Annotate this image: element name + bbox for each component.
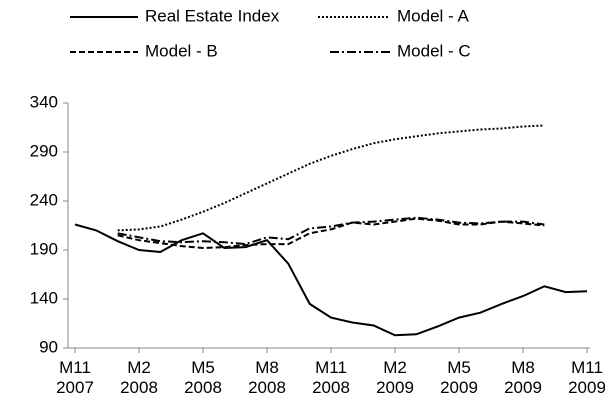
x-tick-label: M11 2009 (568, 358, 605, 397)
x-tick-label: M2 2008 (120, 358, 158, 397)
legend-label: Real Estate Index (145, 6, 280, 25)
x-tick-label: M8 2008 (248, 358, 286, 397)
x-tick-label: M5 2008 (184, 358, 222, 397)
legend-label: Model - B (145, 41, 218, 60)
y-tick-label: 240 (30, 190, 58, 209)
y-tick-label: 140 (30, 288, 58, 307)
series-line (74, 223, 588, 337)
x-tick-label: M8 2009 (504, 358, 542, 397)
y-tick-label: 340 (30, 92, 58, 111)
x-tick-label: M5 2009 (440, 358, 478, 397)
y-tick-label: 190 (30, 239, 58, 258)
series-line (117, 216, 545, 246)
y-tick-label: 290 (30, 141, 58, 160)
series-line (117, 124, 545, 232)
series-line (117, 217, 545, 250)
y-tick-label: 90 (39, 337, 58, 356)
x-tick-label: M11 2008 (312, 358, 350, 397)
x-tick-label: M11 2007 (56, 358, 94, 397)
legend-label: Model - C (397, 41, 471, 60)
x-tick-label: M2 2009 (376, 358, 414, 397)
legend-label: Model - A (397, 6, 469, 25)
